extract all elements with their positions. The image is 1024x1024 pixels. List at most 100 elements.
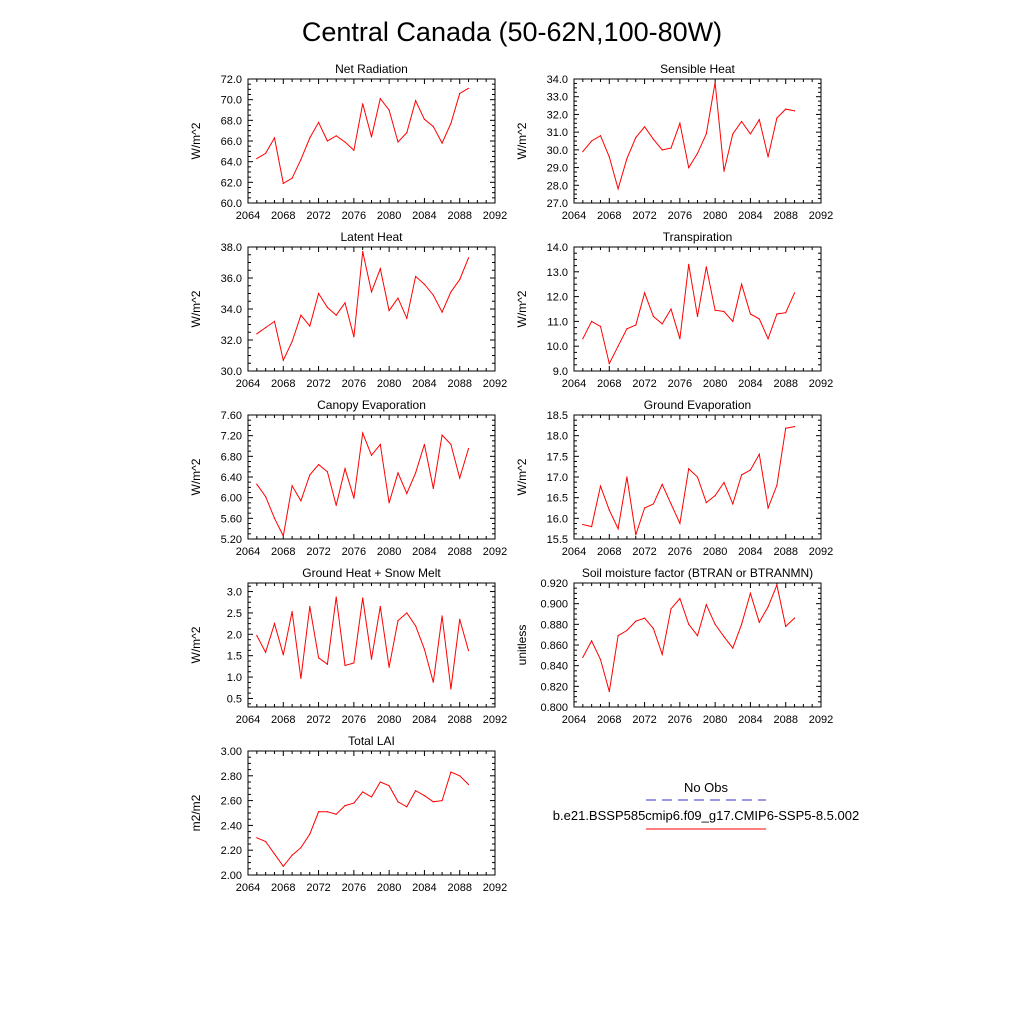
- data-point: [723, 170, 725, 172]
- data-point: [599, 325, 602, 327]
- series-line: [256, 251, 469, 362]
- y-tick-label: 18.0: [547, 431, 568, 443]
- data-point: [741, 474, 743, 476]
- data-point: [300, 159, 302, 161]
- data-point: [344, 302, 346, 304]
- data-point: [679, 338, 681, 340]
- x-tick-label: 2080: [703, 546, 727, 558]
- data-point: [749, 313, 752, 315]
- y-tick-label: 9.0: [553, 366, 568, 378]
- data-point: [705, 502, 707, 504]
- data-point: [353, 149, 355, 151]
- data-point: [256, 157, 258, 160]
- figure-title: Central Canada (50-62N,100-80W): [302, 17, 722, 47]
- data-point: [450, 291, 452, 293]
- data-point: [379, 98, 381, 100]
- data-point: [741, 120, 743, 123]
- x-tick-label: 2088: [447, 378, 471, 390]
- data-point: [670, 503, 672, 505]
- data-point: [317, 464, 320, 466]
- data-point: [300, 500, 302, 502]
- y-tick-label: 32.0: [221, 335, 242, 347]
- x-tick-label: 2072: [306, 882, 330, 894]
- x-tick-label: 2092: [483, 378, 507, 390]
- data-point: [406, 806, 408, 808]
- x-tick-label: 2092: [483, 714, 507, 726]
- x-tick-label: 2084: [738, 378, 762, 390]
- data-point: [291, 854, 293, 856]
- x-tick-label: 2068: [597, 714, 621, 726]
- data-point: [273, 137, 276, 139]
- y-tick-label: 34.0: [221, 304, 242, 316]
- data-point: [785, 108, 787, 110]
- x-tick-label: 2068: [597, 378, 621, 390]
- data-point: [732, 647, 734, 649]
- data-point: [679, 122, 681, 124]
- y-tick-label: 2.00: [221, 870, 242, 882]
- data-point: [696, 315, 699, 318]
- data-point: [432, 801, 434, 803]
- y-tick-label: 7.60: [221, 410, 242, 422]
- x-tick-label: 2084: [738, 546, 762, 558]
- data-point: [688, 468, 690, 470]
- data-point: [467, 447, 470, 450]
- x-tick-label: 2072: [632, 714, 656, 726]
- y-axis-label: W/m^2: [515, 290, 529, 327]
- x-tick-label: 2092: [809, 378, 833, 390]
- y-tick-label: 15.5: [547, 534, 568, 546]
- y-tick-label: 34.0: [547, 74, 568, 86]
- y-tick-label: 27.0: [547, 198, 568, 210]
- series-line: [256, 87, 469, 185]
- y-tick-label: 38.0: [221, 242, 242, 254]
- y-tick-label: 33.0: [547, 92, 568, 104]
- y-tick-label: 11.0: [547, 316, 568, 328]
- data-point: [370, 658, 373, 660]
- data-point: [397, 472, 399, 474]
- data-point: [273, 517, 276, 519]
- data-point: [362, 432, 364, 434]
- y-tick-label: 6.40: [221, 472, 242, 484]
- y-tick-label: 17.5: [547, 451, 568, 463]
- series-line: [582, 426, 795, 536]
- data-point: [335, 504, 337, 507]
- y-tick-label: 1.5: [227, 651, 242, 663]
- y-tick-label: 62.0: [221, 177, 242, 189]
- data-point: [432, 487, 434, 489]
- data-point: [397, 801, 399, 803]
- data-point: [785, 427, 787, 429]
- data-point: [309, 325, 311, 327]
- y-tick-label: 7.20: [221, 431, 242, 443]
- data-point: [467, 87, 470, 89]
- data-point: [599, 485, 602, 487]
- data-point: [256, 483, 258, 485]
- y-tick-label: 0.920: [540, 578, 568, 590]
- x-tick-label: 2088: [773, 378, 797, 390]
- x-tick-label: 2084: [412, 714, 436, 726]
- panel-title: Canopy Evaporation: [317, 398, 426, 412]
- x-tick-label: 2068: [271, 210, 295, 222]
- data-point: [265, 840, 267, 843]
- data-point: [652, 315, 654, 318]
- data-point: [696, 476, 699, 478]
- data-point: [670, 308, 672, 310]
- data-point: [626, 629, 628, 632]
- x-tick-label: 2088: [447, 210, 471, 222]
- x-tick-label: 2076: [342, 546, 366, 558]
- chart-panel-canopy-evaporation: 2064 2068 2072 2076 2080 2084 2088 2092 5.20 5.60…: [189, 398, 507, 558]
- data-point: [388, 502, 390, 504]
- data-point: [441, 434, 443, 436]
- y-tick-label: 0.840: [540, 661, 568, 673]
- data-point: [335, 135, 337, 137]
- data-point: [670, 147, 672, 149]
- x-tick-label: 2088: [447, 882, 471, 894]
- data-point: [406, 317, 408, 319]
- data-point: [415, 625, 417, 627]
- data-point: [432, 681, 434, 683]
- chart-panel-ground-evaporation: 2064 2068 2072 2076 2080 2084 2088 2092 15.5 16.0…: [515, 398, 833, 558]
- data-point: [441, 615, 443, 617]
- data-point: [617, 345, 619, 347]
- y-tick-label: 0.820: [540, 681, 568, 693]
- data-point: [608, 690, 610, 693]
- chart-panel-ground-heat-snow-melt: 2064 2068 2072 2076 2080 2084 2088 2092 0.5 1.0 1.…: [189, 566, 507, 726]
